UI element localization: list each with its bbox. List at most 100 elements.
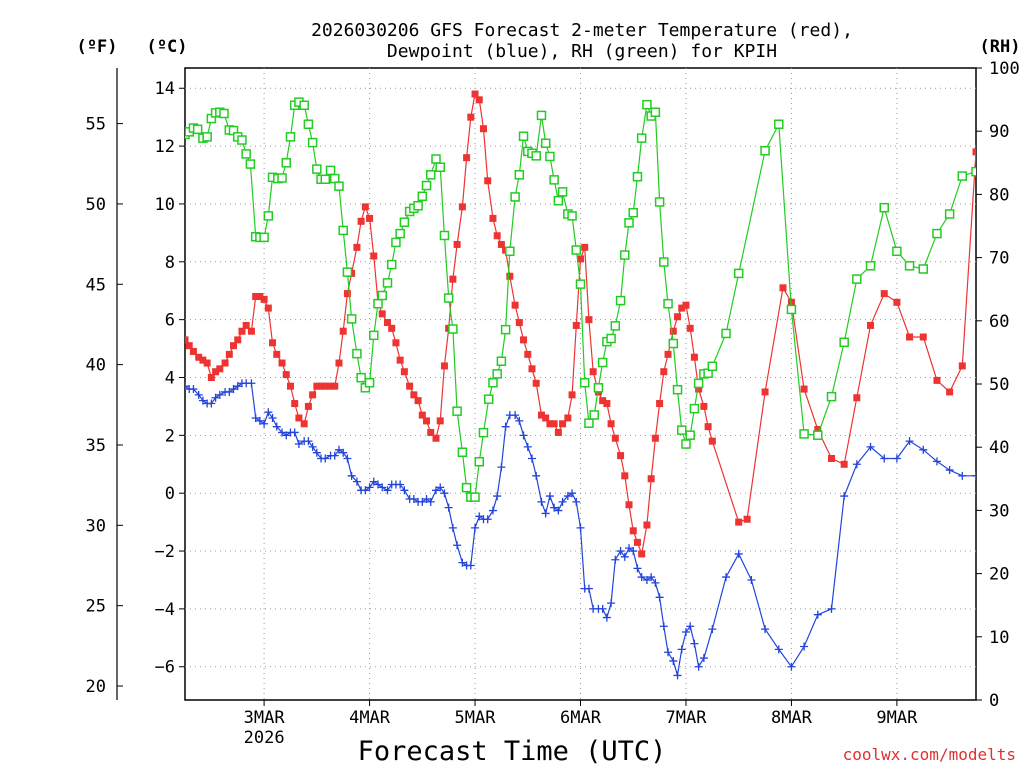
temperature-point <box>313 382 321 390</box>
temperature-point <box>520 336 528 344</box>
rh-point <box>488 377 498 388</box>
temperature-point <box>242 321 250 329</box>
temperature-point <box>603 400 611 408</box>
rh-point <box>852 274 862 284</box>
temperature-point <box>647 475 655 483</box>
temperature-point <box>814 426 822 434</box>
temperature-point <box>664 350 672 358</box>
dewpoint-point <box>602 613 611 622</box>
dewpoint-point <box>813 610 822 619</box>
dewpoint-point <box>448 523 457 532</box>
temperature-point <box>304 402 312 410</box>
dewpoint-point <box>568 489 577 498</box>
rh-point <box>681 439 691 449</box>
celsius-tick-label: 0 <box>165 484 175 504</box>
dewpoint-point <box>264 408 273 417</box>
rh-point <box>536 110 547 121</box>
dewpoint-point <box>905 437 914 446</box>
temperature-point <box>212 368 220 376</box>
rh-point <box>382 278 393 288</box>
temperature-point <box>221 359 229 367</box>
date-tick-label: 8MAR <box>771 708 813 728</box>
dewpoint-point <box>272 422 281 431</box>
celsius-tick-label: −6 <box>155 658 175 678</box>
rh-point <box>774 119 784 129</box>
temperature-point <box>418 411 426 419</box>
temperature-point <box>559 420 567 428</box>
temperature-point <box>638 550 646 558</box>
celsius-tick-label: 8 <box>165 253 175 273</box>
dewpoint-point <box>554 506 563 515</box>
dewpoint-point <box>611 555 620 564</box>
rh-point <box>510 192 520 202</box>
dewpoint-point <box>260 419 269 428</box>
temperature-point <box>735 518 743 526</box>
dewpoint-point <box>852 460 861 469</box>
rh-point <box>237 135 247 145</box>
rh-point <box>654 197 665 207</box>
rh-point <box>496 356 507 366</box>
fahrenheit-tick-label: 25 <box>86 597 106 617</box>
temperature-point <box>230 342 238 350</box>
rh-point <box>693 378 704 389</box>
dewpoint-point <box>787 662 796 671</box>
temperature-point <box>189 347 197 355</box>
rh-tick-label: 60 <box>989 312 1009 332</box>
dewpoint-point <box>215 390 224 399</box>
rh-point <box>518 131 529 142</box>
temperature-point <box>686 324 694 332</box>
temperature-point <box>700 402 708 410</box>
rh-point <box>492 369 502 379</box>
temperature-point <box>453 240 461 248</box>
dewpoint-point <box>343 454 352 463</box>
rh-point <box>826 391 837 402</box>
rh-point <box>373 298 383 309</box>
dewpoint-point <box>497 463 506 472</box>
rh-point <box>589 410 599 420</box>
temperature-point <box>300 420 308 428</box>
temperature-point <box>511 301 519 309</box>
rh-point <box>685 430 695 440</box>
rh-point <box>452 406 462 416</box>
rh-point <box>760 146 770 156</box>
dewpoint-point <box>550 503 559 512</box>
dewpoint-point <box>708 625 717 634</box>
dewpoint-point <box>972 471 976 480</box>
rh-point <box>624 218 634 228</box>
temperature-point <box>625 501 633 509</box>
dewpoint-point <box>488 506 497 515</box>
temperature-point <box>410 391 418 399</box>
temperature-point <box>339 327 347 335</box>
rh-point <box>575 279 586 289</box>
temperature-point <box>779 284 787 292</box>
dewpoint-point <box>545 492 554 501</box>
rh-point <box>879 202 889 213</box>
dewpoint-point <box>747 575 756 584</box>
temperature-point <box>475 96 483 104</box>
dewpoint-point <box>673 671 682 680</box>
temperature-point <box>203 359 211 367</box>
dewpoint-point <box>396 480 405 489</box>
temperature-point <box>497 240 505 248</box>
dewpoint-point <box>378 483 387 492</box>
rh-point <box>364 377 375 388</box>
dewpoint-point <box>686 622 695 631</box>
dewpoint-point <box>664 648 673 657</box>
dewpoint-point <box>932 457 941 466</box>
temperature-point <box>388 324 396 332</box>
dewpoint-point <box>369 477 378 486</box>
temperature-point <box>467 113 475 121</box>
rh-point <box>642 99 652 110</box>
dewpoint-point <box>308 442 317 451</box>
rh-point <box>391 237 401 248</box>
temperature-point <box>264 304 272 312</box>
rh-point <box>478 427 489 438</box>
temperature-point <box>599 397 607 405</box>
date-tick-label: 3MAR <box>244 708 286 728</box>
dewpoint-point <box>690 639 699 648</box>
dewpoint-point <box>866 442 875 451</box>
fahrenheit-tick-label: 55 <box>86 115 106 135</box>
temperature-point <box>958 362 966 370</box>
temperature-point <box>361 203 369 211</box>
dewpoint-point <box>647 573 656 582</box>
